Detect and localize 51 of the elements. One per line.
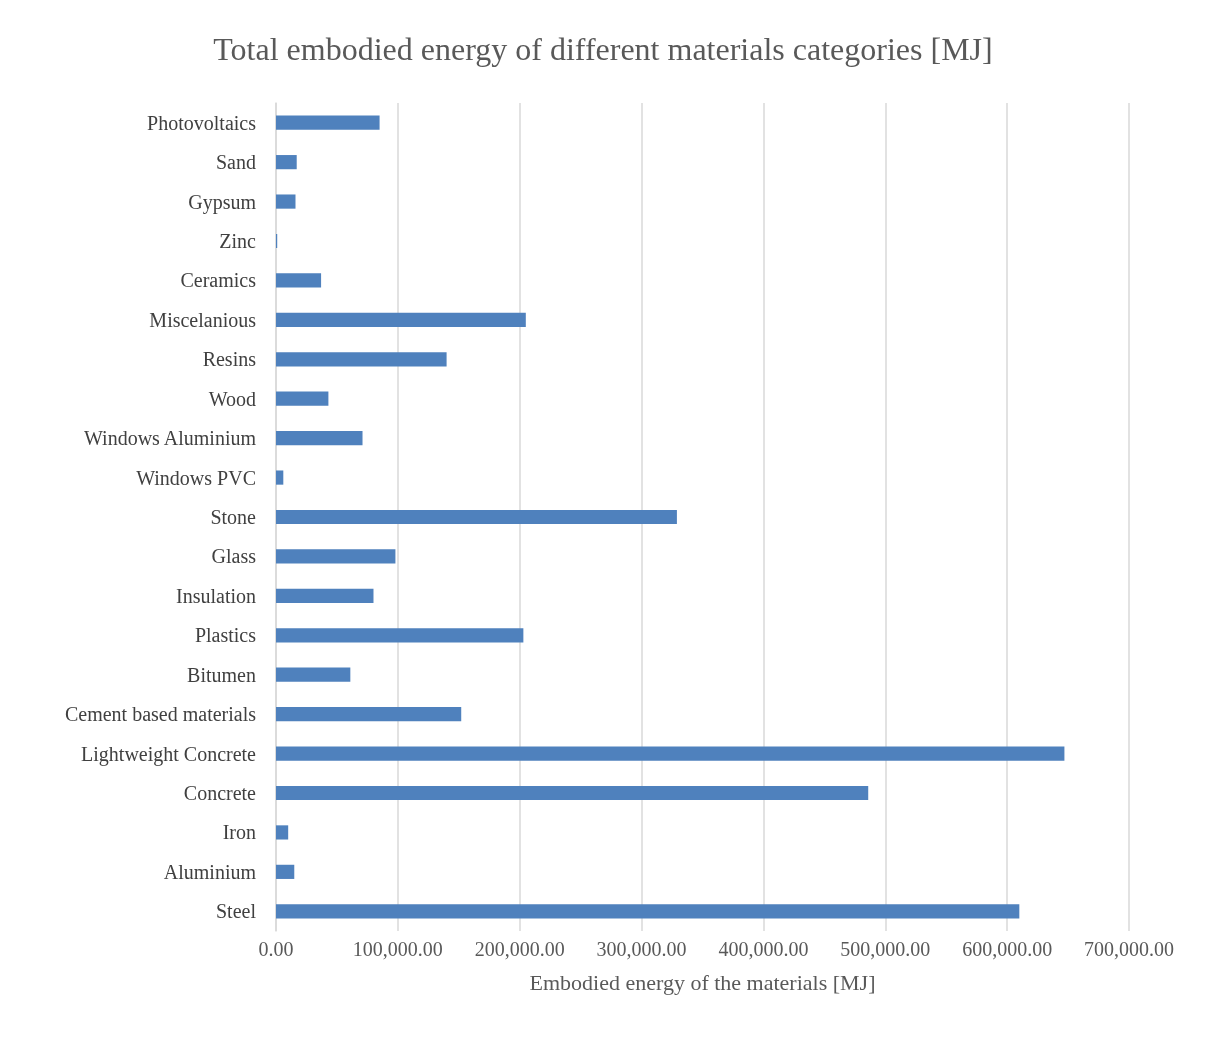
bar — [276, 746, 1065, 761]
bar — [276, 509, 677, 525]
chart-title: Total embodied energy of different materials categories [MJ] — [213, 31, 993, 67]
x-tick-label: 100,000.00 — [352, 938, 443, 960]
x-tick-label: 400,000.00 — [718, 938, 809, 960]
y-tick-label: Iron — [222, 821, 256, 844]
bar — [276, 115, 380, 130]
bar — [276, 194, 296, 209]
y-tick-label: Wood — [208, 387, 256, 410]
y-tick-label: Gypsum — [188, 190, 257, 214]
bar — [276, 273, 322, 288]
bar — [276, 470, 284, 485]
x-tick-label: 600,000.00 — [962, 938, 1053, 960]
x-tick-label: 500,000.00 — [840, 938, 931, 960]
y-tick-label: Steel — [216, 900, 257, 923]
y-tick-label: Stone — [210, 506, 257, 528]
x-axis-title: Embodied energy of the materials [MJ] — [529, 969, 876, 995]
y-tick-label: Miscelanious — [149, 308, 257, 331]
bar — [276, 785, 869, 801]
x-tick-label: 300,000.00 — [596, 938, 687, 960]
y-tick-label: Sand — [216, 151, 256, 174]
x-tick-label: 700,000.00 — [1084, 938, 1174, 960]
y-tick-label: Ceramics — [180, 269, 257, 292]
y-tick-label: Lightweight Concrete — [81, 742, 257, 766]
y-tick-label: Windows Aluminium — [84, 427, 257, 450]
bar — [276, 431, 363, 446]
bar — [276, 667, 351, 682]
y-tick-label: Glass — [211, 545, 257, 568]
bar — [276, 904, 1020, 919]
y-tick-label: Plastics — [194, 624, 257, 647]
x-tick-label: 0.00 — [258, 938, 294, 960]
y-tick-label: Zinc — [219, 230, 257, 252]
bar — [276, 391, 329, 406]
bar — [276, 155, 297, 170]
bar — [276, 628, 524, 643]
y-tick-label: Bitumen — [187, 663, 256, 686]
y-tick-label: Concrete — [183, 782, 257, 804]
y-tick-label: Cement based materials — [64, 703, 257, 726]
bar — [276, 312, 526, 327]
bar — [276, 864, 295, 879]
bar — [276, 549, 396, 564]
bar — [276, 707, 462, 722]
y-tick-label: Windows PVC — [136, 466, 256, 489]
y-tick-label: Resins — [202, 348, 257, 371]
bar — [276, 352, 447, 367]
x-tick-label: 200,000.00 — [474, 938, 565, 960]
bar — [276, 588, 374, 603]
y-tick-label: Insulation — [176, 584, 256, 607]
bar — [276, 825, 289, 840]
y-tick-label: Aluminium — [163, 860, 257, 883]
y-tick-label: Photovoltaics — [147, 111, 257, 134]
